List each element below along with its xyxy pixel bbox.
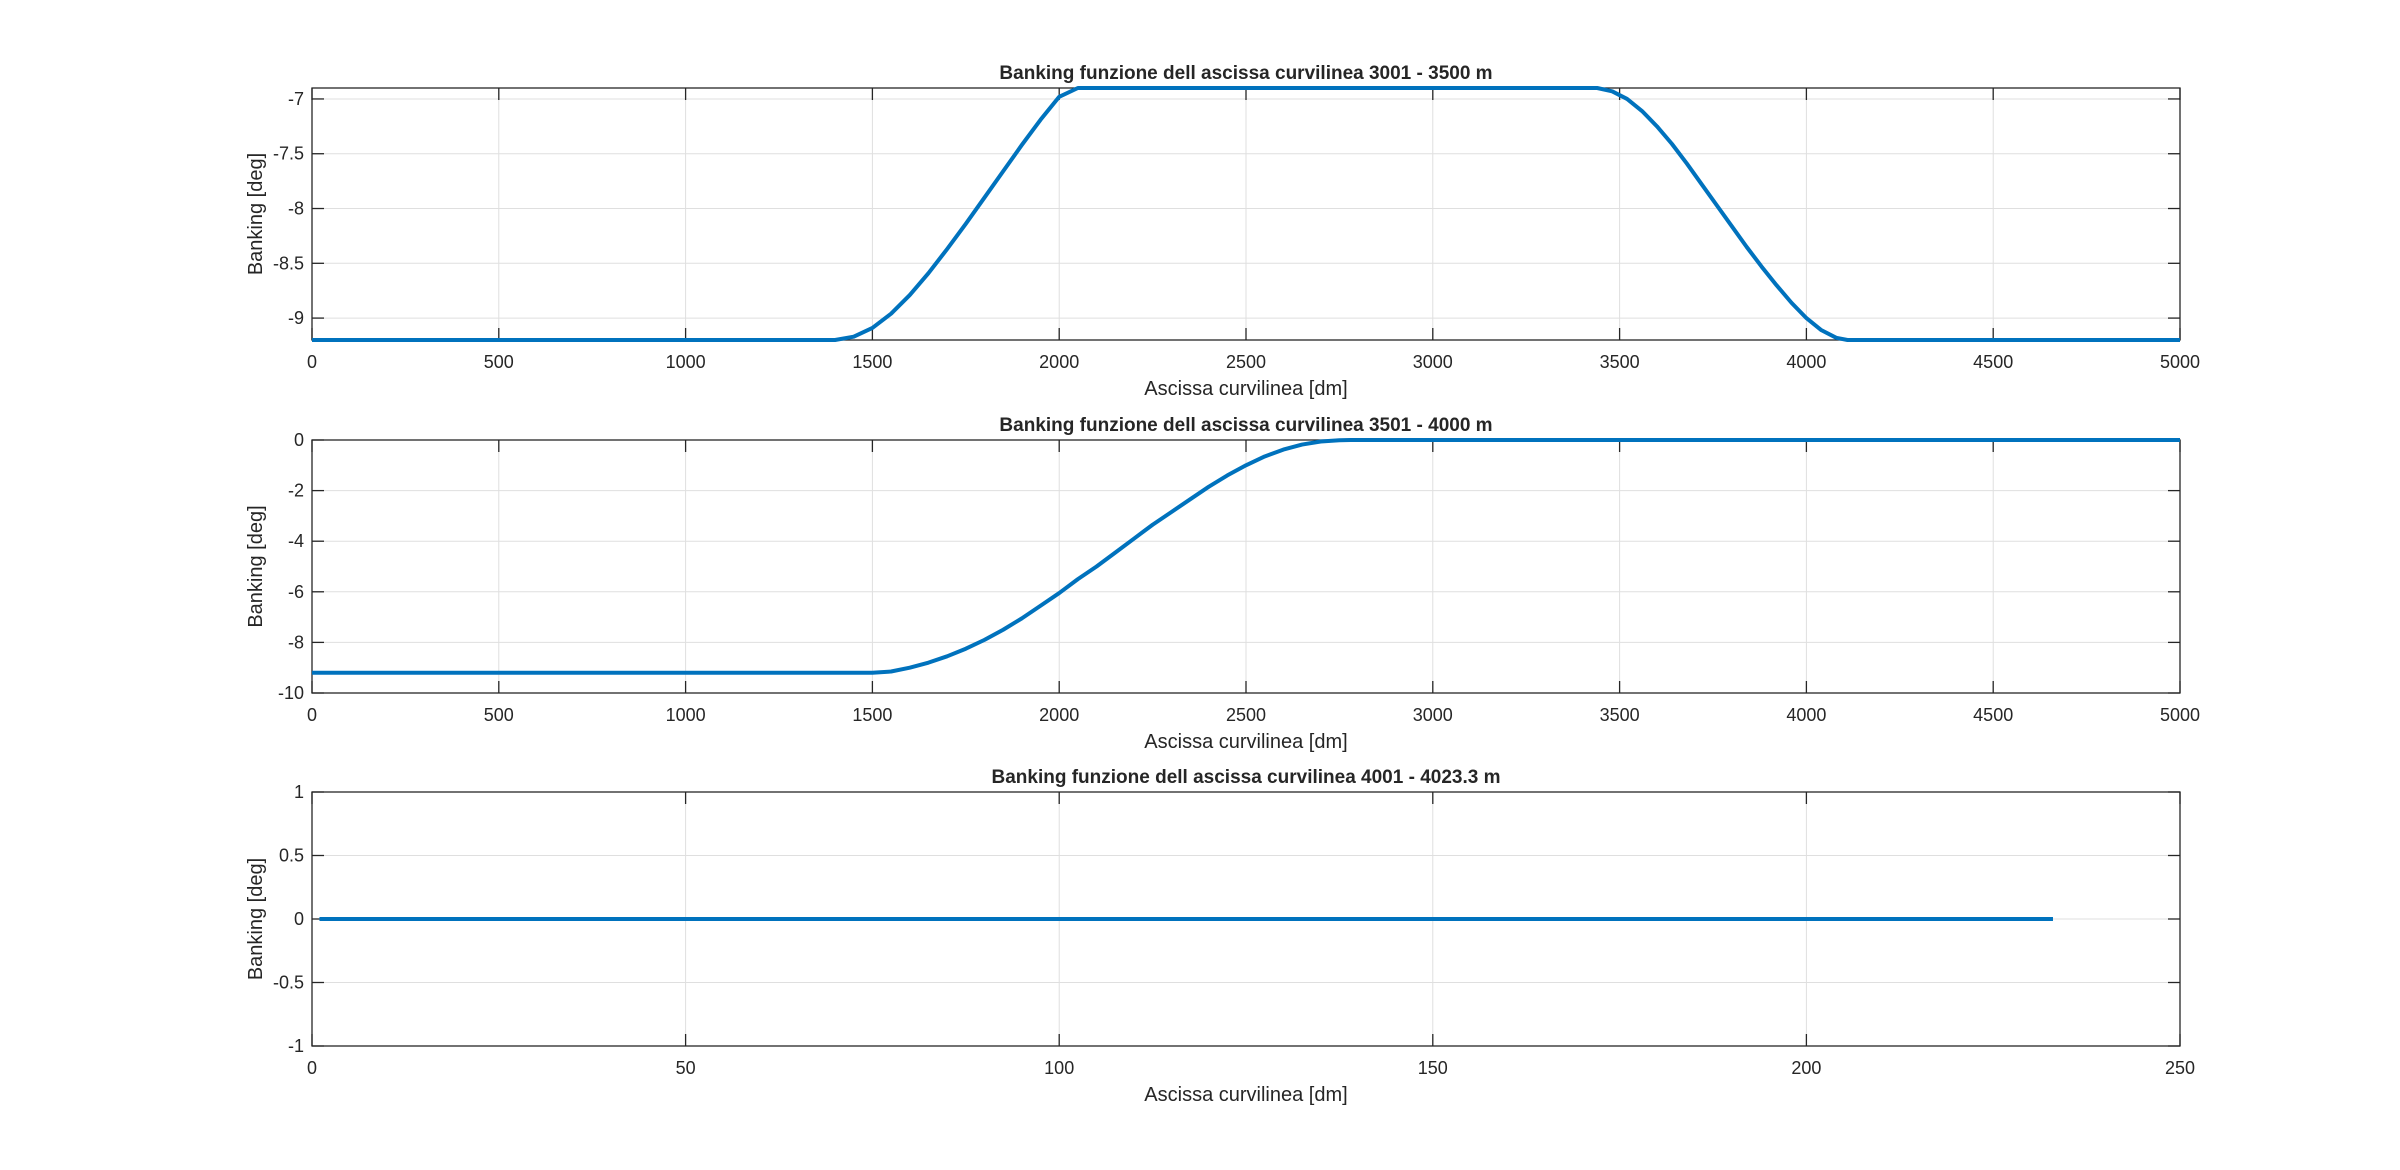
- x-axis-label: Ascissa curvilinea [dm]: [1144, 1084, 1347, 1106]
- y-tick-label: -7.5: [273, 144, 304, 164]
- series-line: [312, 438, 2180, 675]
- y-tick-label: -7: [288, 89, 304, 109]
- y-tick-label: -2: [288, 481, 304, 501]
- y-tick-label: -4: [288, 531, 304, 551]
- subplot-3: 0 50 100 150 200 250 -1 -0.5 0 0.5 1 Banking funzio…: [245, 767, 2195, 1106]
- y-tick-label: -8: [288, 632, 304, 652]
- x-tick-label: 2000: [1039, 352, 1079, 372]
- x-tick-label: 0: [307, 705, 317, 725]
- x-tick-label: 4000: [1786, 352, 1826, 372]
- x-tick-label: 500: [484, 705, 514, 725]
- chart-title: Banking funzione dell ascissa curvilinea…: [991, 767, 1500, 788]
- x-tick-label: 3500: [1600, 352, 1640, 372]
- x-tick-label: 250: [2165, 1058, 2195, 1078]
- x-tick-label: 1000: [666, 705, 706, 725]
- x-axis-label: Ascissa curvilinea [dm]: [1144, 378, 1347, 400]
- x-tick-label: 200: [1791, 1058, 1821, 1078]
- chart-title: Banking funzione dell ascissa curvilinea…: [999, 415, 1492, 436]
- subplot-2: 0 500 1000 1500 2000 2500 3000 3500 4000 4500 5000…: [245, 415, 2200, 753]
- x-axis-label: Ascissa curvilinea [dm]: [1144, 731, 1347, 753]
- y-tick-label: -8: [288, 199, 304, 219]
- y-tick-label: -0.5: [273, 973, 304, 993]
- x-tick-label: 3500: [1600, 705, 1640, 725]
- x-tick-label: 1500: [852, 352, 892, 372]
- x-tick-label: 50: [676, 1058, 696, 1078]
- chart-title: Banking funzione dell ascissa curvilinea…: [999, 63, 1492, 84]
- x-tick-label: 4000: [1786, 705, 1826, 725]
- y-axis-label: Banking [deg]: [245, 505, 267, 627]
- y-tick-label: -10: [278, 683, 304, 703]
- y-axis-label: Banking [deg]: [245, 153, 267, 275]
- x-tick-label: 4500: [1973, 352, 2013, 372]
- x-tick-label: 500: [484, 352, 514, 372]
- y-tick-label: 0: [294, 909, 304, 929]
- x-tick-label: 2500: [1226, 352, 1266, 372]
- x-tick-label: 3000: [1413, 705, 1453, 725]
- x-tick-label: 2500: [1226, 705, 1266, 725]
- x-tick-label: 1000: [666, 352, 706, 372]
- y-tick-label: 0: [294, 430, 304, 450]
- y-tick-label: 0.5: [279, 846, 304, 866]
- y-tick-label: -1: [288, 1036, 304, 1056]
- x-tick-label: 1500: [852, 705, 892, 725]
- y-tick-label: -8.5: [273, 253, 304, 273]
- series-line: [312, 86, 2180, 342]
- subplot-1: 0 500 1000 1500 2000 2500 3000 3500 4000 4500 5000…: [245, 63, 2200, 400]
- subplots-group: 0 500 1000 1500 2000 2500 3000 3500 4000 4500 5000…: [245, 63, 2200, 1106]
- y-axis-label: Banking [deg]: [245, 858, 267, 980]
- x-tick-label: 5000: [2160, 705, 2200, 725]
- x-tick-label: 0: [307, 1058, 317, 1078]
- y-tick-label: 1: [294, 782, 304, 802]
- y-tick-label: -9: [288, 308, 304, 328]
- x-tick-label: 2000: [1039, 705, 1079, 725]
- x-tick-label: 150: [1418, 1058, 1448, 1078]
- y-tick-label: -6: [288, 582, 304, 602]
- x-tick-label: 5000: [2160, 352, 2200, 372]
- x-tick-label: 4500: [1973, 705, 2013, 725]
- x-tick-label: 3000: [1413, 352, 1453, 372]
- x-tick-label: 100: [1044, 1058, 1074, 1078]
- x-tick-label: 0: [307, 352, 317, 372]
